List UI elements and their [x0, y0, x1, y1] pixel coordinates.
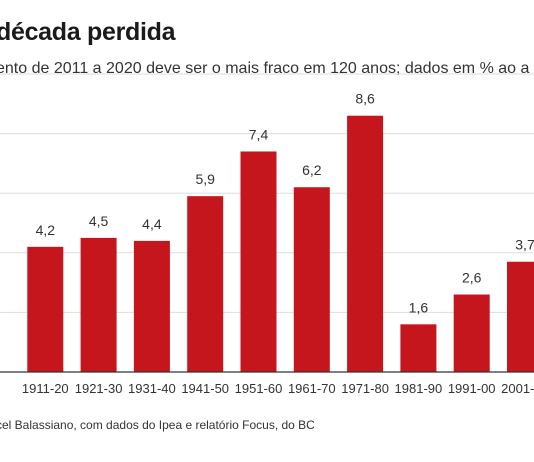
- bar: [80, 237, 117, 372]
- x-tick-label: 1991-00: [448, 381, 496, 396]
- bar: [400, 324, 437, 372]
- x-tick-label: 1961-70: [288, 381, 336, 396]
- x-tick-label: 2001-10: [501, 381, 534, 396]
- data-label: 4,5: [89, 213, 109, 229]
- chart-title: década perdida: [0, 18, 176, 46]
- bar: [133, 240, 170, 372]
- chart-source: cel Balassiano, com dados do Ipea e rela…: [0, 418, 315, 432]
- chart-subtitle: ento de 2011 a 2020 deve ser o mais frac…: [0, 60, 530, 77]
- bar: [187, 196, 224, 372]
- x-tick-label: 1911-20: [22, 381, 69, 396]
- data-label: 3,7: [515, 237, 534, 253]
- bar: [453, 294, 490, 372]
- data-label: 4,4: [142, 216, 162, 232]
- bar: [507, 261, 534, 372]
- data-label: 1,6: [409, 299, 429, 315]
- bar: [240, 151, 277, 372]
- x-tick-label: 1951-60: [235, 381, 283, 396]
- x-tick-label: 1931-40: [128, 381, 176, 396]
- bar: [27, 246, 64, 372]
- x-tick-label: 1921-30: [75, 381, 123, 396]
- bar: [347, 115, 384, 372]
- data-label: 2,6: [462, 270, 482, 286]
- x-tick-label: 1941-50: [181, 381, 229, 396]
- data-label: 7,4: [249, 126, 269, 142]
- x-tick-label: 1971-80: [341, 381, 389, 396]
- bar: [293, 187, 330, 372]
- x-tick-label: 1981-90: [395, 381, 443, 396]
- data-label: 5,9: [195, 171, 215, 187]
- data-label: 6,2: [302, 162, 322, 178]
- data-label: 8,6: [355, 91, 375, 107]
- data-label: 4,2: [36, 222, 56, 238]
